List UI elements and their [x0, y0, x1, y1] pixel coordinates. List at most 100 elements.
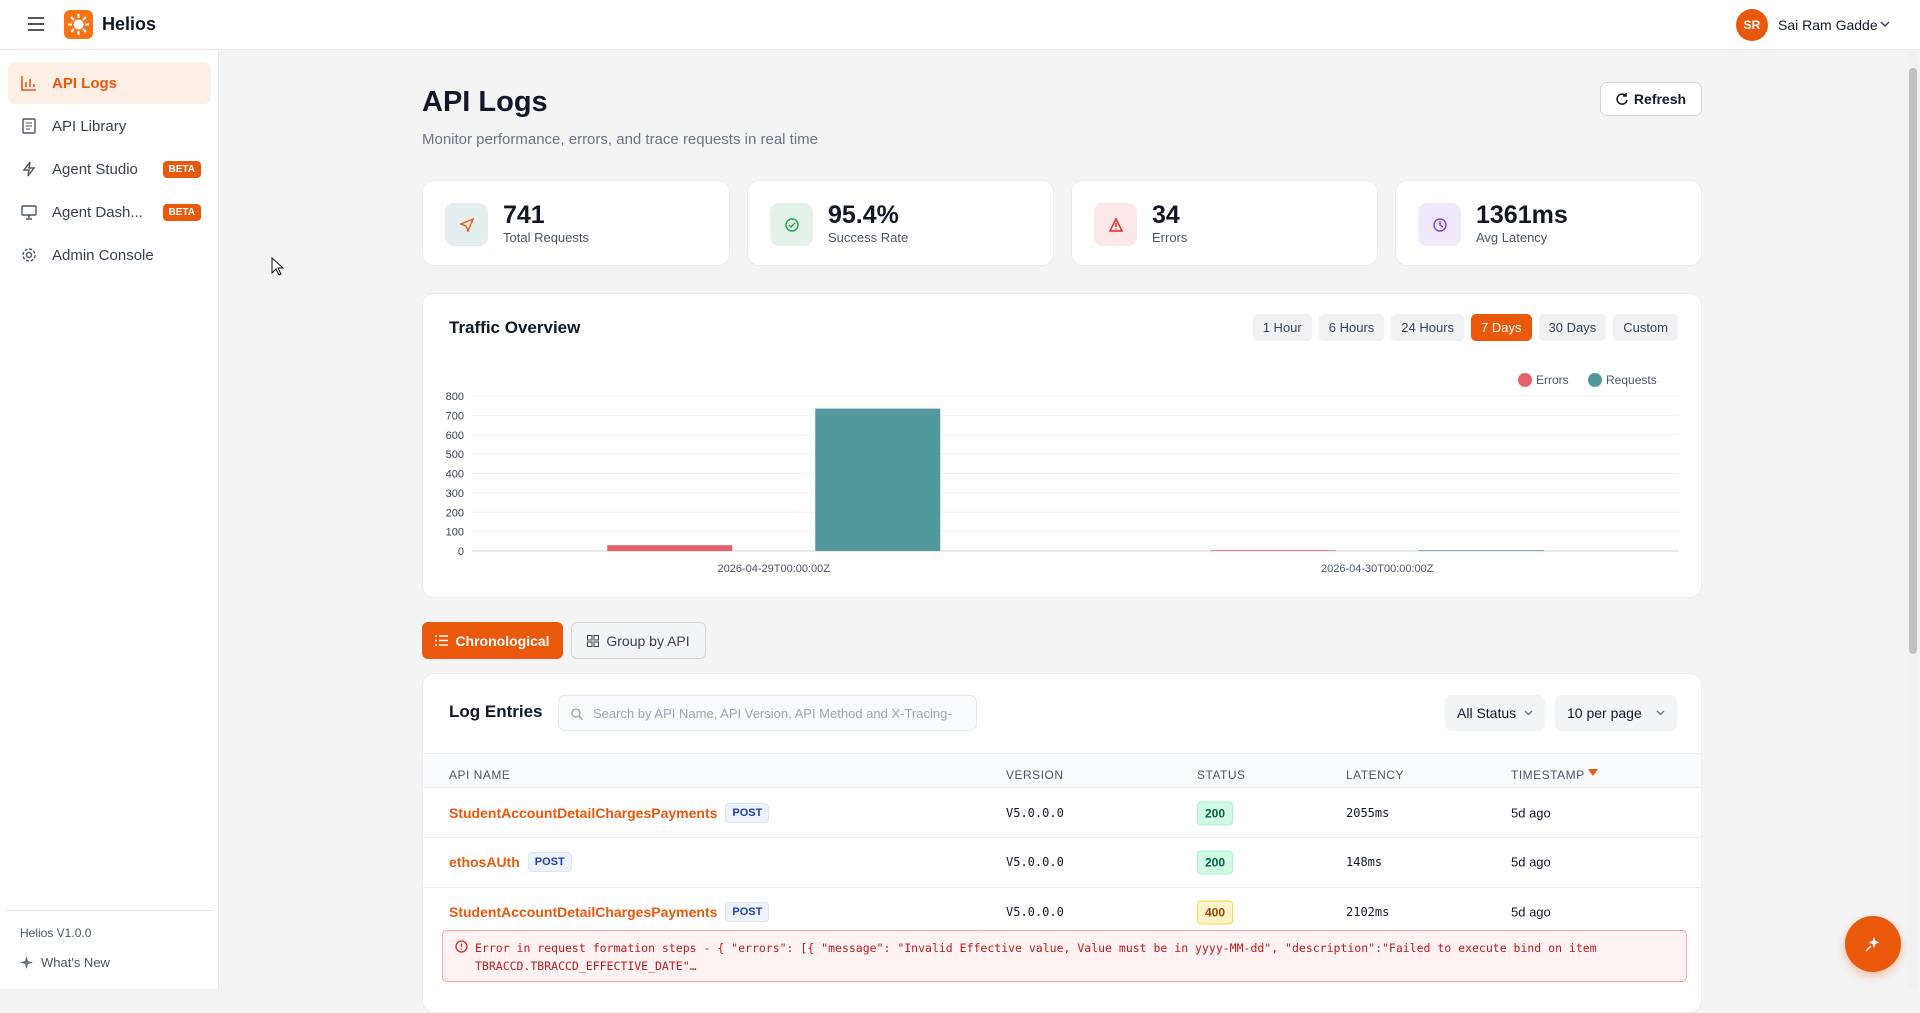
api-name[interactable]: StudentAccountDetailChargesPayments [449, 805, 718, 821]
y-tick-label: 400 [446, 469, 464, 481]
stat-label: Errors [1152, 230, 1188, 245]
nav-item[interactable]: Admin Console [8, 234, 211, 276]
api-name-cell: StudentAccountDetailChargesPayments POST [449, 803, 770, 823]
user-name[interactable]: Sai Ram Gadde [1778, 17, 1878, 33]
stat-label: Avg Latency [1476, 230, 1548, 245]
page-title: API Logs [422, 86, 548, 118]
page-subtitle: Monitor performance, errors, and trace r… [422, 131, 818, 148]
legend-label: Requests [1606, 373, 1657, 387]
app-name: Helios [102, 14, 157, 34]
search-input[interactable]: Search by API Name, API Version, API Met… [558, 695, 977, 731]
per-page-label: 10 per page [1567, 705, 1642, 721]
timestamp: 5d ago [1511, 805, 1551, 821]
row-divider [423, 887, 1701, 888]
version: V5.0.0.0 [1006, 806, 1064, 820]
log-card: Log Entries Search by API Name, API Vers… [422, 673, 1702, 1013]
version: V5.0.0.0 [1006, 855, 1064, 869]
bar [815, 408, 941, 551]
stat-icon [445, 203, 488, 246]
y-tick-label: 100 [446, 527, 464, 539]
range-button[interactable]: 30 Days [1538, 314, 1607, 341]
nav-label: API Library [52, 117, 127, 135]
y-tick-label: 700 [446, 410, 464, 422]
api-name[interactable]: ethosAUth [449, 854, 520, 870]
stat-value: 1361ms [1476, 201, 1568, 229]
column-header: STATUS [1197, 768, 1246, 782]
range-button[interactable]: 1 Hour [1252, 314, 1312, 341]
y-tick-label: 600 [446, 430, 464, 442]
tab[interactable]: Group by API [571, 622, 706, 659]
refresh-button[interactable]: Refresh [1600, 82, 1702, 116]
legend-swatch [1518, 373, 1532, 387]
per-page[interactable]: 10 per page [1555, 695, 1677, 731]
nav-label: Agent Studio [52, 160, 138, 178]
log-title: Log Entries [449, 702, 543, 721]
stat-card: 95.4% Success Rate [747, 180, 1054, 266]
range-button[interactable]: 7 Days [1471, 314, 1532, 341]
status-filter[interactable]: All Status [1445, 695, 1545, 731]
legend-swatch [1588, 373, 1602, 387]
status-filter-label: All Status [1457, 705, 1517, 721]
menu-icon[interactable] [28, 17, 44, 31]
status-badge: 200 [1197, 850, 1234, 875]
api-name[interactable]: StudentAccountDetailChargesPayments [449, 904, 718, 920]
tab-active[interactable]: Chronological [422, 622, 563, 659]
nav-item[interactable]: API Library [8, 105, 211, 147]
method-badge: POST [725, 902, 770, 922]
method-badge: POST [527, 852, 572, 872]
stat-value: 741 [503, 201, 545, 229]
version: V5.0.0.0 [1006, 905, 1064, 919]
version: Helios V1.0.0 [20, 926, 92, 940]
nav-item[interactable]: API Logs [8, 62, 211, 104]
stat-label: Total Requests [503, 230, 589, 245]
timestamp: 5d ago [1511, 854, 1551, 870]
legend-label: Errors [1536, 373, 1569, 387]
stat-icon [1094, 203, 1137, 246]
nav-item[interactable]: Agent Studio BETA [8, 148, 211, 190]
y-tick-label: 200 [446, 507, 464, 519]
timestamp: 5d ago [1511, 904, 1551, 920]
avatar[interactable]: SR [1736, 9, 1768, 41]
sort-arrow[interactable] [1588, 769, 1598, 776]
latency: 148ms [1346, 855, 1383, 869]
table-header [423, 753, 1701, 788]
error-box: Error in request formation steps - { "er… [442, 930, 1687, 982]
stat-value: 95.4% [828, 201, 899, 229]
user-caret[interactable] [1880, 21, 1890, 28]
nav-label: API Logs [52, 74, 118, 92]
y-tick-label: 500 [446, 449, 464, 461]
x-tick-label: 2026-04-30T00:00:00Z [1321, 563, 1434, 575]
column-header: API NAME [449, 768, 511, 782]
y-tick-label: 300 [446, 488, 464, 500]
range-button[interactable]: Custom [1613, 314, 1678, 341]
status-cell: 200 [1197, 801, 1234, 826]
nav-item[interactable]: Agent Dash... BETA [8, 191, 211, 233]
divider [6, 910, 213, 911]
refresh-label: Refresh [1633, 91, 1687, 107]
bar [1418, 550, 1544, 551]
column-header[interactable]: TIMESTAMP [1511, 768, 1585, 782]
scroll-thumb[interactable] [1909, 68, 1917, 654]
column-header: LATENCY [1346, 768, 1404, 782]
stat-card: 1361ms Avg Latency [1395, 180, 1702, 266]
sparkle-icon [20, 956, 33, 969]
range-button[interactable]: 24 Hours [1391, 314, 1465, 341]
traffic-chart: 0 100 200 300 400 500 600 700 800 2026-04-29T00:0… [446, 373, 1679, 575]
status-cell: 400 [1197, 900, 1234, 925]
sidebar: API Logs API Library Agent Studio BETA Ag… [0, 50, 219, 989]
traffic-title: Traffic Overview [449, 318, 581, 337]
y-tick-label: 800 [446, 391, 464, 403]
x-tick-label: 2026-04-29T00:00:00Z [717, 563, 830, 575]
column-header: VERSION [1006, 768, 1064, 782]
api-name-cell: ethosAUth POST [449, 852, 572, 872]
status-badge: 200 [1197, 801, 1234, 826]
bar [1210, 550, 1336, 551]
scrollbar [1908, 52, 1918, 989]
range-button[interactable]: 6 Hours [1318, 314, 1385, 341]
assistant-button[interactable] [1845, 916, 1901, 972]
search-placeholder: Search by API Name, API Version, API Met… [593, 705, 952, 721]
method-badge: POST [725, 803, 770, 823]
whats-new[interactable]: What's New [41, 955, 110, 970]
status-badge: 400 [1197, 900, 1234, 925]
